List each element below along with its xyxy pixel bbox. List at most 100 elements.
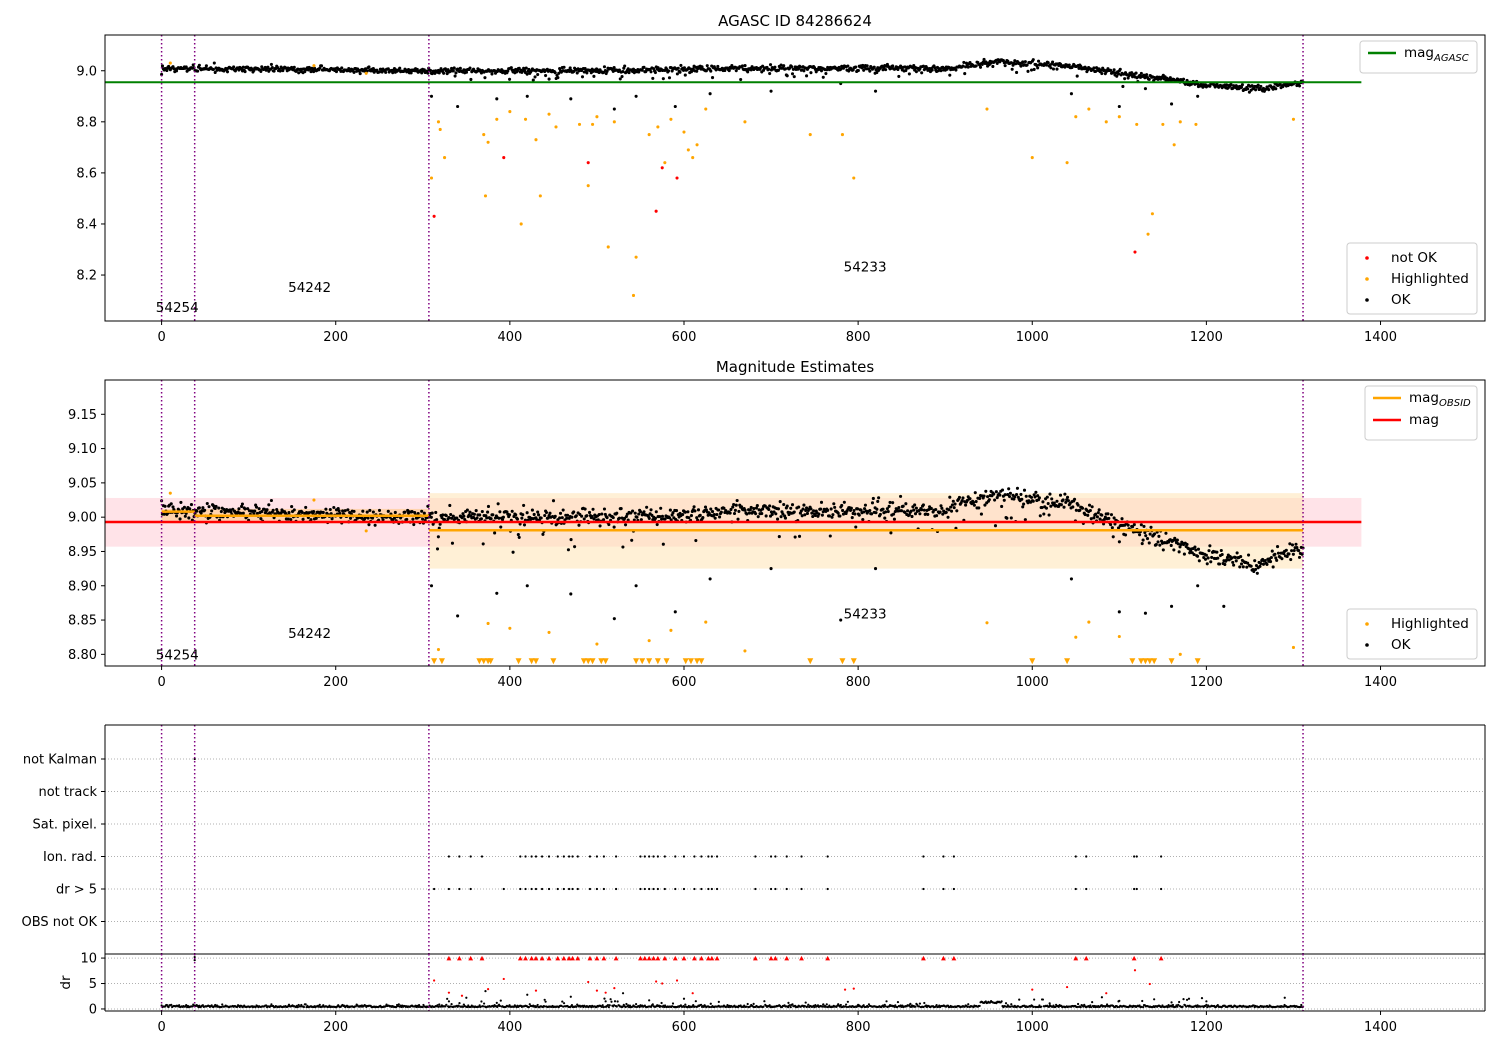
dr-point [838,1005,842,1008]
ok-point [793,535,797,539]
ok-point [553,71,557,75]
not-ok-point [1133,250,1137,254]
flag-point [540,855,544,858]
x-tick-label: 800 [846,330,871,345]
ok-point [509,66,513,70]
ok-point [790,72,795,76]
ok-point [1013,59,1017,63]
dr-point [536,1003,539,1007]
dr-point [866,1005,870,1009]
ok-point [856,69,860,73]
dr-point [845,1003,848,1006]
ok-point [982,57,986,61]
highlighted-point [547,112,551,116]
ok-point [1289,557,1293,562]
ok-point [918,512,922,516]
ok-point [886,509,890,514]
ok-point [348,516,353,520]
ok-point [469,77,473,82]
flag-point [785,887,788,891]
dr-point [1142,1006,1145,1009]
x-tick-label: 600 [672,330,697,345]
ok-point [1267,88,1271,92]
dr-point [465,996,468,999]
flag-point [700,855,703,858]
ok-point [792,75,796,79]
ok-point [269,498,273,503]
x-tick-label: 1400 [1364,330,1397,345]
ok-point [1049,504,1053,508]
ok-point [892,512,896,516]
flag-category-label: Sat. pixel. [33,818,97,833]
ok-point [321,510,325,515]
highlighted-below-marker [1142,658,1149,665]
highlighted-point [840,133,845,137]
ok-point [693,509,697,513]
ok-point [846,64,850,68]
ok-point [948,495,952,499]
ok-point [790,503,795,507]
ok-point [334,70,339,74]
obsid-label: 54233 [844,607,887,623]
ok-point [231,507,235,511]
ok-point [687,516,691,520]
dr-point [708,1005,712,1009]
dr-point [1100,996,1104,999]
dr-red-point [691,992,694,995]
ok-point [1259,84,1263,88]
ok-point [694,538,698,543]
highlighted-below-marker [687,658,694,665]
legend-subscript: OBSID [1439,398,1471,409]
dr-point [1076,1002,1080,1006]
ok-point [653,70,657,75]
x-tick-label: 1000 [1016,675,1049,690]
y-tick-label: 8.95 [68,545,97,560]
ok-point [1118,67,1122,71]
ok-point [612,107,616,111]
ok-point [580,75,585,79]
legend-label: not OK [1391,250,1438,266]
ok-point [695,516,699,520]
y-tick-label: 0 [89,1002,97,1017]
ok-point [556,76,560,80]
ok-point [1245,565,1249,569]
highlighted-point [1104,120,1108,124]
legend-label: mag [1409,412,1439,428]
dr-point [671,1005,674,1008]
ok-point [907,72,911,76]
ok-point [719,510,723,514]
highlighted-point [538,194,542,198]
ok-point [272,69,276,73]
dr-capped-marker [655,955,661,961]
x-tick-label: 200 [323,330,348,345]
dr-point [909,1002,912,1005]
ok-point [1116,72,1121,76]
ok-point [935,514,939,518]
dr-point [789,1006,792,1009]
flag-point [1135,855,1138,858]
dr-point [417,1003,421,1007]
ok-point [789,506,793,510]
flag-point [707,887,710,891]
legend-frame [1346,242,1478,315]
dr-point [395,1005,398,1009]
highlighted-point [691,156,695,160]
dr-red-point [675,979,679,982]
ok-point [884,68,888,72]
flag-point [674,855,677,858]
ok-point [716,64,720,68]
ok-point [520,516,524,520]
dr-capped-marker [638,955,643,961]
ok-point [844,511,848,515]
ok-point [1204,553,1208,557]
ok-point [367,65,371,69]
dr-point [627,1004,630,1007]
ok-point [541,532,545,536]
flag-point [663,887,666,891]
ok-point [525,94,529,98]
dr-capped-marker [752,955,758,961]
ok-point [995,496,999,500]
flag-point [826,855,829,858]
ok-point [754,512,758,516]
ok-point [479,517,483,521]
